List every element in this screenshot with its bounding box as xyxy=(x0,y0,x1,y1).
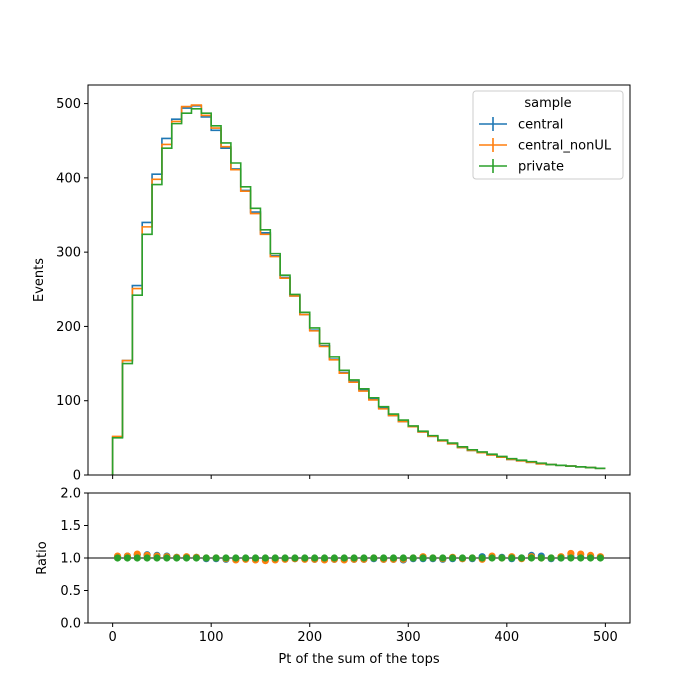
ratio-point xyxy=(419,554,427,562)
ratio-point xyxy=(370,554,378,562)
legend-label: private xyxy=(518,160,564,175)
histogram-y-tick-label: 200 xyxy=(56,320,81,335)
ratio-point xyxy=(182,554,191,562)
histogram-y-tick-label: 500 xyxy=(56,97,81,112)
ratio-point xyxy=(527,554,536,562)
ratio-y-tick-label: 1.0 xyxy=(60,552,81,567)
ratio-point xyxy=(301,554,309,562)
ratio-point xyxy=(192,554,200,562)
ratio-point xyxy=(577,554,585,562)
ratio-frame xyxy=(87,492,631,624)
ratio-point xyxy=(330,554,338,562)
ratio-point xyxy=(547,554,555,562)
ratio-y-tick-label: 1.5 xyxy=(60,519,81,534)
ratio-point xyxy=(222,554,230,562)
ratio-point xyxy=(429,554,437,562)
ratio-point xyxy=(557,554,565,562)
ratio-y-tick-label: 0.0 xyxy=(60,617,81,632)
ratio-point xyxy=(449,554,457,562)
legend-box xyxy=(472,90,624,180)
histogram-y-tick-label: 0 xyxy=(73,469,81,484)
ratio-y-axis-title: Ratio xyxy=(35,541,50,574)
ratio-point xyxy=(261,554,269,562)
ratio-y-tick-label: 0.5 xyxy=(60,584,81,599)
ratio-point xyxy=(537,554,545,562)
ratio-point xyxy=(478,554,486,562)
ratio-point xyxy=(123,554,132,562)
ratio-points-private xyxy=(113,554,605,562)
legend-title: sample xyxy=(524,96,571,111)
histogram-x-ticks xyxy=(112,475,606,479)
ratio-x-tick-label: 300 xyxy=(396,630,421,645)
ratio-point xyxy=(439,554,447,562)
histogram-y-axis-title: Events xyxy=(32,258,47,302)
legend-entry-private: private xyxy=(479,159,564,175)
ratio-point xyxy=(232,554,240,562)
ratio-point xyxy=(360,554,368,562)
ratio-point xyxy=(508,554,516,562)
ratio-point xyxy=(380,554,388,562)
ratio-point xyxy=(133,554,141,562)
ratio-point xyxy=(143,554,151,562)
ratio-x-tick-label: 100 xyxy=(199,630,224,645)
ratio-y-tick-label: 2.0 xyxy=(60,487,81,502)
ratio-x-ticks: 0 100 200 300 400 500 xyxy=(108,623,618,645)
ratio-point xyxy=(212,554,220,562)
legend-entry-central: central xyxy=(479,117,563,133)
ratio-point xyxy=(468,554,476,562)
ratio-series-group xyxy=(113,549,605,565)
ratio-point xyxy=(311,554,319,562)
histogram-y-tick-label: 300 xyxy=(56,246,81,261)
ratio-point xyxy=(242,554,250,562)
ratio-point xyxy=(409,554,417,562)
histogram-y-ticks: 0 100 200 300 400 500 xyxy=(56,97,88,484)
ratio-point xyxy=(153,554,161,562)
ratio-point xyxy=(340,554,348,562)
ratio-point xyxy=(518,554,526,562)
ratio-point xyxy=(202,554,210,562)
legend-label: central_nonUL xyxy=(518,139,612,154)
ratio-point xyxy=(596,554,605,562)
histogram-y-tick-label: 100 xyxy=(56,394,81,409)
ratio-point xyxy=(389,554,398,562)
ratio-panel: 0.0 0.5 1.0 1.5 2.0 0 100 200 300 400 500 Ratio P… xyxy=(35,487,631,667)
ratio-point xyxy=(251,554,260,562)
ratio-point xyxy=(586,554,595,562)
ratio-point xyxy=(399,554,407,562)
ratio-x-tick-label: 400 xyxy=(494,630,519,645)
ratio-point xyxy=(163,554,171,562)
ratio-point xyxy=(488,554,496,562)
ratio-x-tick-label: 0 xyxy=(108,630,116,645)
ratio-point xyxy=(281,554,289,562)
ratio-point xyxy=(173,554,181,562)
ratio-point xyxy=(113,554,122,562)
ratio-y-ticks: 0.0 0.5 1.0 1.5 2.0 xyxy=(60,487,88,632)
legend-label: central xyxy=(518,118,563,133)
ratio-point xyxy=(271,554,279,562)
ratio-point xyxy=(498,554,506,562)
ratio-point xyxy=(350,554,358,562)
ratio-point xyxy=(458,554,467,562)
legend-entry-central-nonUL: central_nonUL xyxy=(479,138,612,154)
ratio-point xyxy=(320,554,329,562)
histogram-frame xyxy=(87,84,631,476)
ratio-point xyxy=(567,554,575,562)
ratio-x-axis-title: Pt of the sum of the tops xyxy=(278,652,439,667)
ratio-x-tick-label: 200 xyxy=(297,630,322,645)
histogram-line-private xyxy=(111,107,606,475)
ratio-x-tick-label: 500 xyxy=(593,630,618,645)
histogram-y-tick-label: 400 xyxy=(56,171,81,186)
histogram-series-group xyxy=(111,104,606,475)
ratio-point xyxy=(291,554,299,562)
